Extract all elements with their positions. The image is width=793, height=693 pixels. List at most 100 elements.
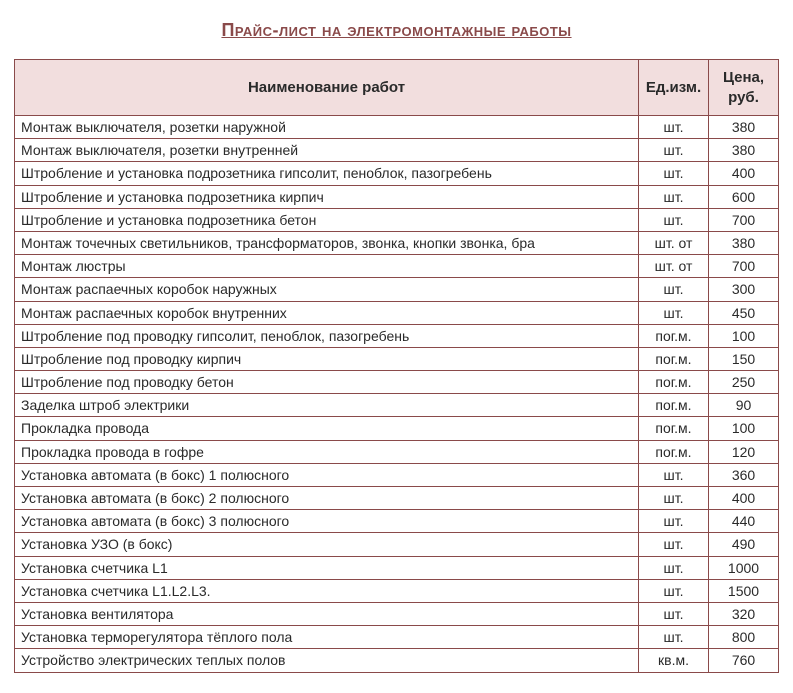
cell-unit: шт. [639,208,709,231]
cell-unit: шт. [639,556,709,579]
table-row: Устройство электрических теплых половкв.… [15,649,779,672]
cell-unit: шт. [639,487,709,510]
cell-price: 800 [709,626,779,649]
col-header-name: Наименование работ [15,60,639,116]
cell-unit: пог.м. [639,324,709,347]
cell-unit: шт. [639,301,709,324]
cell-price: 700 [709,208,779,231]
cell-price: 490 [709,533,779,556]
page-title: Прайс-лист на электромонтажные работы [14,20,779,41]
cell-unit: пог.м. [639,371,709,394]
cell-name: Устройство электрических теплых полов [15,649,639,672]
table-header-row: Наименование работ Ед.изм. Цена, руб. [15,60,779,116]
table-row: Прокладка проводапог.м.100 [15,417,779,440]
cell-unit: пог.м. [639,440,709,463]
table-row: Монтаж распаечных коробок внутреннихшт.4… [15,301,779,324]
cell-price: 360 [709,463,779,486]
cell-unit: шт. [639,510,709,533]
cell-name: Установка автомата (в бокс) 1 полюсного [15,463,639,486]
cell-unit: кв.м. [639,649,709,672]
cell-price: 400 [709,162,779,185]
cell-name: Монтаж выключателя, розетки внутренней [15,139,639,162]
cell-name: Прокладка провода в гофре [15,440,639,463]
table-row: Монтаж точечных светильников, трансформа… [15,231,779,254]
table-row: Установка автомата (в бокс) 3 полюсногош… [15,510,779,533]
cell-unit: шт. [639,162,709,185]
table-row: Штробление под проводку гипсолит, пенобл… [15,324,779,347]
cell-price: 380 [709,139,779,162]
cell-unit: шт. [639,602,709,625]
cell-price: 760 [709,649,779,672]
cell-unit: пог.м. [639,347,709,370]
cell-name: Монтаж выключателя, розетки наружной [15,116,639,139]
table-row: Монтаж люстрышт. от700 [15,255,779,278]
cell-name: Монтаж точечных светильников, трансформа… [15,231,639,254]
cell-name: Штробление и установка подрозетника бето… [15,208,639,231]
cell-price: 700 [709,255,779,278]
table-row: Установка счетчика L1шт.1000 [15,556,779,579]
table-row: Установка автомата (в бокс) 2 полюсногош… [15,487,779,510]
cell-unit: шт. [639,139,709,162]
cell-name: Установка автомата (в бокс) 2 полюсного [15,487,639,510]
cell-unit: шт. [639,626,709,649]
col-header-unit: Ед.изм. [639,60,709,116]
cell-name: Установка счетчика L1.L2.L3. [15,579,639,602]
cell-name: Штробление и установка подрозетника кирп… [15,185,639,208]
cell-price: 300 [709,278,779,301]
cell-unit: шт. от [639,255,709,278]
cell-name: Установка счетчика L1 [15,556,639,579]
cell-price: 440 [709,510,779,533]
cell-unit: шт. [639,533,709,556]
cell-price: 250 [709,371,779,394]
cell-price: 1000 [709,556,779,579]
cell-unit: шт. [639,116,709,139]
cell-price: 100 [709,324,779,347]
table-row: Штробление под проводку бетонпог.м.250 [15,371,779,394]
table-row: Штробление и установка подрозетника гипс… [15,162,779,185]
cell-name: Заделка штроб электрики [15,394,639,417]
cell-price: 450 [709,301,779,324]
cell-name: Штробление под проводку гипсолит, пенобл… [15,324,639,347]
table-row: Штробление и установка подрозетника бето… [15,208,779,231]
cell-unit: шт. [639,278,709,301]
cell-name: Установка вентилятора [15,602,639,625]
cell-name: Установка терморегулятора тёплого пола [15,626,639,649]
cell-name: Монтаж распаечных коробок внутренних [15,301,639,324]
cell-name: Монтаж люстры [15,255,639,278]
cell-price: 120 [709,440,779,463]
cell-price: 1500 [709,579,779,602]
table-row: Штробление и установка подрозетника кирп… [15,185,779,208]
table-row: Монтаж выключателя, розетки наружнойшт.3… [15,116,779,139]
col-header-price: Цена, руб. [709,60,779,116]
price-table: Наименование работ Ед.изм. Цена, руб. Мо… [14,59,779,673]
cell-unit: шт. [639,185,709,208]
table-row: Установка автомата (в бокс) 1 полюсногош… [15,463,779,486]
cell-price: 400 [709,487,779,510]
table-row: Установка терморегулятора тёплого полашт… [15,626,779,649]
cell-price: 320 [709,602,779,625]
cell-unit: пог.м. [639,394,709,417]
cell-unit: шт. [639,579,709,602]
table-row: Монтаж выключателя, розетки внутреннейшт… [15,139,779,162]
table-row: Прокладка провода в гофрепог.м.120 [15,440,779,463]
cell-name: Монтаж распаечных коробок наружных [15,278,639,301]
cell-name: Установка автомата (в бокс) 3 полюсного [15,510,639,533]
cell-unit: шт. от [639,231,709,254]
cell-price: 380 [709,231,779,254]
table-row: Заделка штроб электрикипог.м.90 [15,394,779,417]
table-row: Штробление под проводку кирпичпог.м.150 [15,347,779,370]
cell-price: 90 [709,394,779,417]
cell-price: 150 [709,347,779,370]
cell-price: 600 [709,185,779,208]
table-row: Установка вентиляторашт.320 [15,602,779,625]
table-row: Установка УЗО (в бокс)шт.490 [15,533,779,556]
cell-unit: пог.м. [639,417,709,440]
cell-name: Штробление и установка подрозетника гипс… [15,162,639,185]
cell-price: 100 [709,417,779,440]
cell-unit: шт. [639,463,709,486]
cell-price: 380 [709,116,779,139]
cell-name: Штробление под проводку бетон [15,371,639,394]
cell-name: Установка УЗО (в бокс) [15,533,639,556]
cell-name: Штробление под проводку кирпич [15,347,639,370]
cell-name: Прокладка провода [15,417,639,440]
